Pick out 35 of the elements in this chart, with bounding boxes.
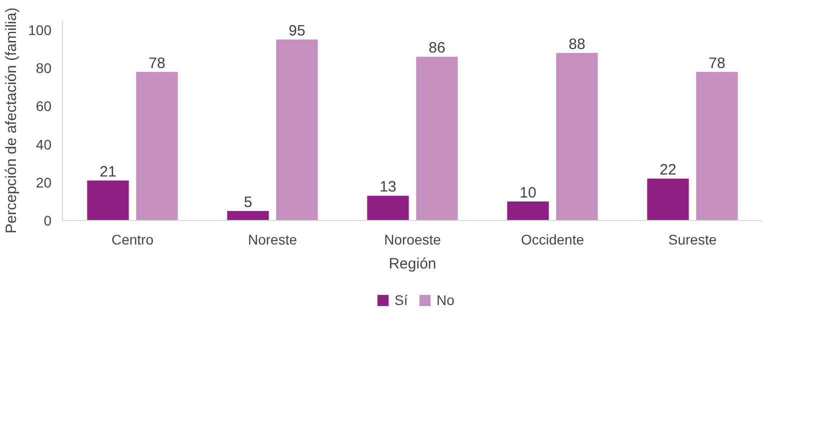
x-tick-label: Occidente (520, 232, 584, 248)
data-label: 10 (520, 184, 536, 202)
bar (647, 178, 689, 220)
x-tick-label: Noroeste (384, 232, 442, 248)
x-tick-label: Centro (111, 232, 154, 248)
data-label: 88 (568, 36, 586, 53)
legend-label: No (436, 292, 456, 308)
bar (507, 201, 549, 220)
bar (556, 52, 598, 220)
bar (87, 180, 129, 220)
data-label: 22 (660, 162, 676, 179)
legend-label: Sí (394, 292, 409, 308)
data-label: 78 (148, 54, 166, 72)
bar (276, 40, 318, 220)
x-axis-title: Región (388, 256, 436, 272)
x-tick-label: Noreste (248, 232, 298, 248)
y-tick-label: 0 (44, 212, 52, 228)
data-label: 78 (708, 54, 726, 72)
y-tick-label: 40 (36, 136, 52, 152)
y-tick-label: 20 (36, 174, 52, 190)
y-tick-label: 100 (28, 22, 52, 38)
x-tick-label: Sureste (668, 232, 717, 248)
bar (367, 196, 409, 220)
y-tick-label: 80 (36, 60, 52, 76)
data-label: 5 (244, 194, 252, 211)
bar (136, 72, 178, 220)
y-axis-title: Percepción de afectación (familia) (3, 8, 20, 234)
data-label: 21 (100, 164, 116, 180)
bar (416, 56, 458, 220)
bar (227, 210, 269, 220)
data-label: 13 (380, 178, 396, 196)
data-label: 95 (288, 22, 306, 40)
data-label: 86 (428, 40, 446, 57)
bar (696, 72, 738, 220)
y-tick-label: 60 (36, 98, 52, 114)
